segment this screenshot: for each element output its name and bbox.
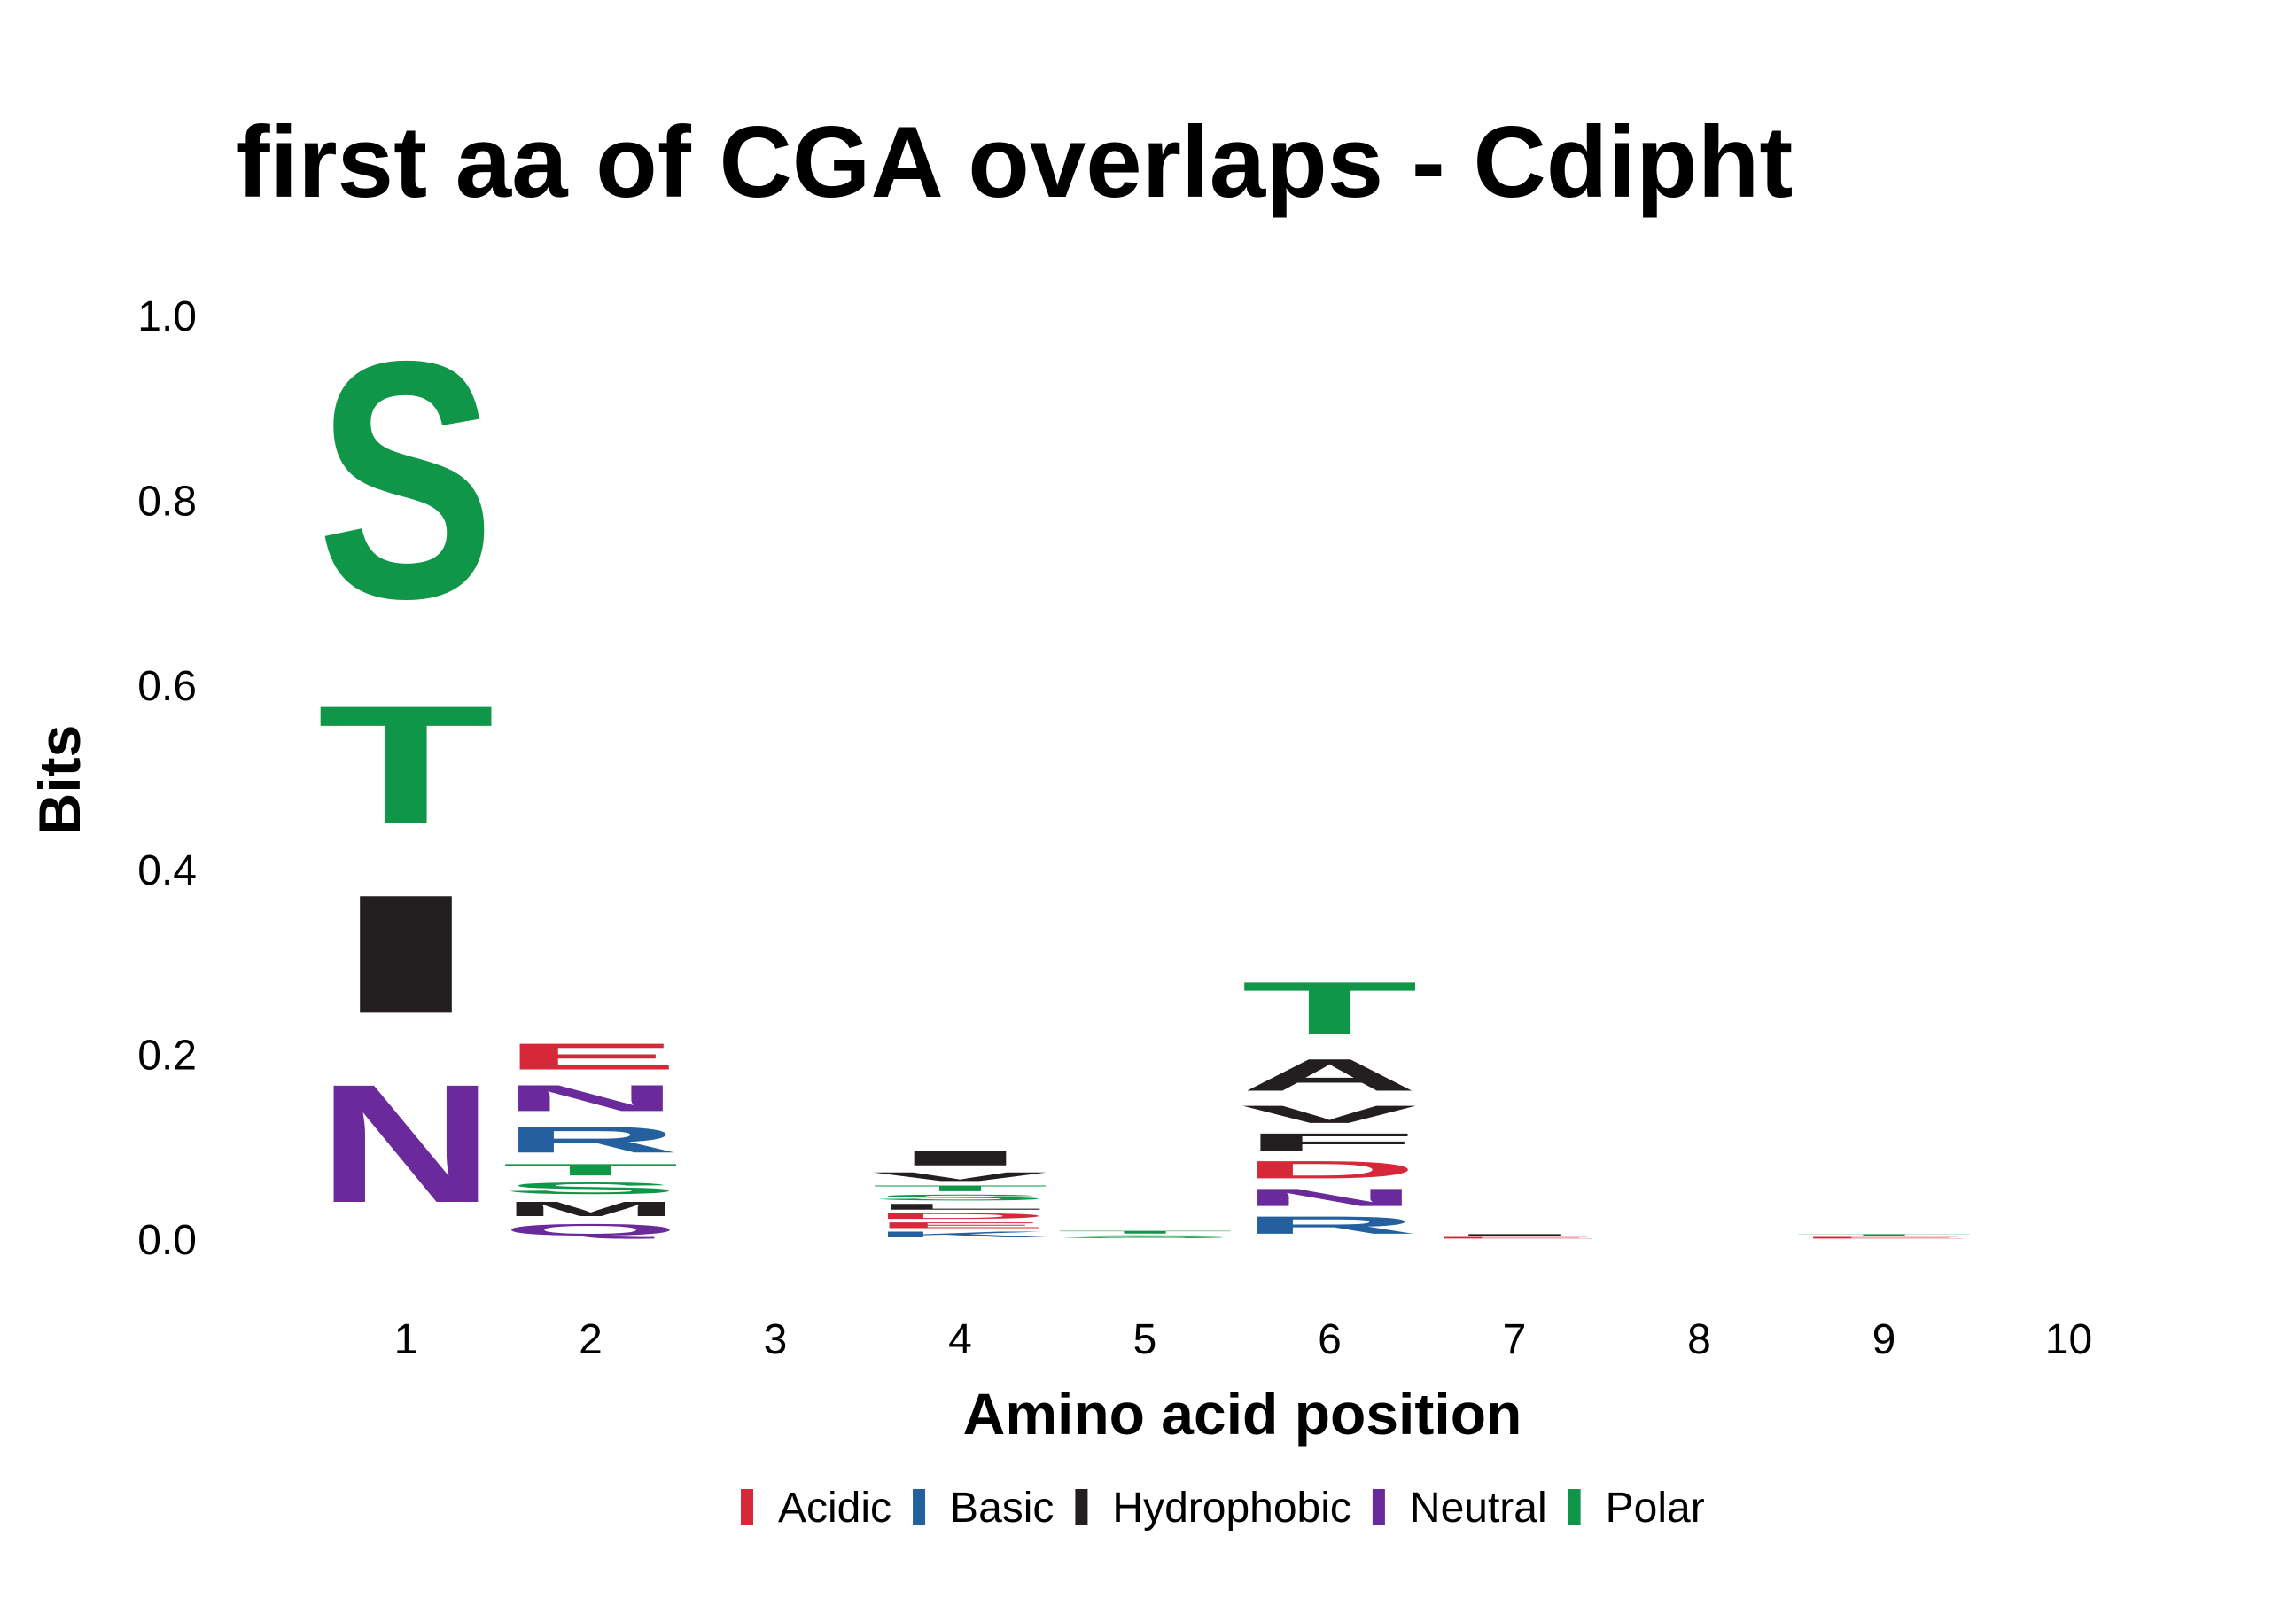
x-tick-label: 8 — [1687, 1316, 1711, 1363]
legend-label-polar: Polar — [1606, 1485, 1705, 1532]
x-tick-label: 2 — [579, 1316, 603, 1363]
x-tick-label: 9 — [1872, 1316, 1896, 1363]
logo-letter-D: D — [872, 1212, 1049, 1221]
x-tick-label: 1 — [394, 1316, 418, 1363]
logo-stack-position-9: ET — [1795, 1234, 1973, 1239]
legend-swatch-polar — [1568, 1489, 1581, 1525]
logo-letter-N: N — [502, 1077, 680, 1119]
x-tick-label: 4 — [948, 1316, 972, 1363]
x-axis-title: Amino acid position — [963, 1381, 1522, 1447]
x-axis-ticks: 1 2 3 4 5 6 7 8 9 10 — [394, 1316, 2093, 1363]
logo-stack-position-7: EI — [1426, 1234, 1603, 1239]
x-tick-label: 3 — [764, 1316, 788, 1363]
y-tick-label: 1.0 — [137, 293, 197, 340]
x-tick-label: 10 — [2045, 1316, 2092, 1363]
logo-letter-T: T — [1241, 966, 1419, 1049]
x-tick-label: 6 — [1318, 1316, 1342, 1363]
logo-letter-N: N — [317, 1049, 494, 1238]
logo-letter-I: I — [317, 860, 494, 1049]
legend-label-hydrophobic: Hydrophobic — [1112, 1485, 1350, 1532]
logo-stack-position-5: ST — [1056, 1230, 1234, 1239]
legend-label-acidic: Acidic — [778, 1485, 891, 1532]
legend-swatch-hydrophobic — [1075, 1489, 1088, 1525]
logo-letter-T: T — [317, 670, 494, 860]
logo-letter-I: I — [872, 1147, 1049, 1170]
y-tick-label: 0.0 — [137, 1217, 197, 1264]
logo-letter-E: E — [1426, 1236, 1603, 1239]
y-tick-label: 0.8 — [137, 478, 197, 525]
y-tick-label: 0.6 — [137, 663, 197, 710]
legend: Acidic Basic Hydrophobic Neutral Polar — [741, 1485, 1705, 1532]
x-tick-label: 5 — [1133, 1316, 1157, 1363]
logo-letter-T: T — [502, 1160, 680, 1179]
y-axis-title: Bits — [27, 725, 92, 836]
logo-letter-A: A — [1241, 1049, 1419, 1100]
logo-letter-R: R — [1241, 1212, 1419, 1239]
legend-swatch-neutral — [1372, 1489, 1385, 1525]
legend-swatch-acidic — [741, 1489, 753, 1525]
logo-letter-F: F — [1241, 1128, 1419, 1156]
logo-letter-V: V — [1241, 1101, 1418, 1128]
logo-letter-S: S — [502, 1179, 680, 1197]
logo-letter-T: T — [1056, 1230, 1234, 1235]
logo-letter-S: S — [872, 1193, 1049, 1202]
legend-label-basic: Basic — [950, 1485, 1054, 1532]
logo-letter-E: E — [502, 1036, 680, 1078]
logo-letter-T: T — [872, 1183, 1049, 1192]
chart-title: first aa of CGA overlaps - Cdipht — [237, 106, 1794, 219]
logo-letter-L: L — [872, 1202, 1049, 1211]
logo-letter-S: S — [1056, 1235, 1234, 1239]
x-tick-label: 7 — [1503, 1316, 1527, 1363]
logo-letter-D: D — [1241, 1156, 1419, 1183]
logo-letter-K: K — [872, 1230, 1049, 1239]
y-tick-label: 0.2 — [137, 1033, 197, 1080]
logo-letter-E: E — [1795, 1236, 1973, 1239]
logo-letter-E: E — [872, 1221, 1049, 1229]
y-axis-ticks: 0.0 0.2 0.4 0.6 0.8 1.0 — [137, 293, 197, 1264]
logo-letter-S: S — [317, 290, 494, 668]
logo-letter-Q: Q — [502, 1221, 680, 1239]
y-tick-label: 0.4 — [137, 847, 197, 894]
logo-letter-N: N — [1241, 1183, 1419, 1211]
legend-label-neutral: Neutral — [1410, 1485, 1547, 1532]
logo-letter-I: I — [1426, 1234, 1603, 1236]
logo-letter-R: R — [502, 1119, 680, 1160]
legend-swatch-basic — [913, 1489, 926, 1525]
logo-letter-T: T — [1795, 1234, 1973, 1236]
logo-letter-M: M — [502, 1197, 680, 1221]
logo-letter-V: V — [872, 1170, 1048, 1184]
